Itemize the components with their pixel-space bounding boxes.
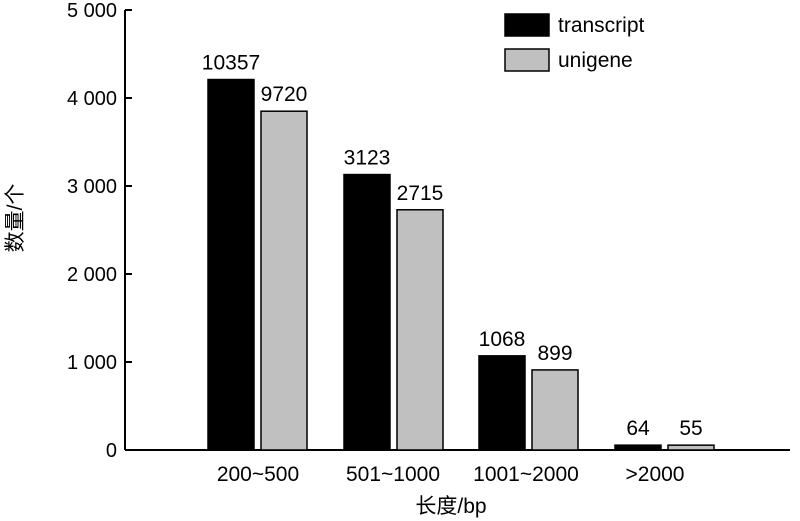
data-label-unigene: 9720 (261, 83, 308, 106)
bar-unigene (260, 110, 308, 451)
bars: 10357 3123 1068 64 9720 2715 899 55 (202, 52, 715, 451)
data-label-transcript: 3123 (344, 147, 391, 170)
legend-label-transcript: transcript (558, 14, 645, 37)
legend-swatch-unigene (504, 48, 550, 72)
data-label-unigene: 55 (679, 417, 702, 440)
data-label-transcript: 1068 (479, 328, 526, 351)
y-axis: 0 1 000 2 000 3 000 4 000 5 000 (67, 0, 132, 462)
x-axis-title: 长度/bp (415, 495, 486, 518)
y-tick-label: 3 000 (67, 176, 117, 198)
y-tick-label: 1 000 (67, 352, 117, 374)
x-tick-label: 200~500 (217, 463, 299, 486)
legend-label-unigene: unigene (558, 49, 633, 72)
legend-swatch-transcript (504, 13, 550, 37)
bar-unigene (396, 209, 444, 451)
bar-unigene (531, 369, 579, 451)
data-label-transcript: 10357 (202, 52, 260, 75)
data-label-transcript: 64 (626, 417, 650, 440)
bar-transcript (478, 355, 526, 451)
bar-transcript (343, 173, 391, 451)
y-axis-title: 数量/个 (4, 184, 27, 253)
bar-transcript (614, 444, 662, 451)
bar-unigene (667, 444, 715, 451)
y-tick-label: 5 000 (67, 0, 117, 22)
x-tick-label: 1001~2000 (473, 463, 579, 486)
y-tick-label: 2 000 (67, 264, 117, 286)
bar-transcript (207, 78, 255, 451)
data-label-unigene: 899 (537, 342, 572, 365)
x-tick-label: 501~1000 (346, 463, 440, 486)
x-axis: 200~500 501~1000 1001~2000 >2000 (125, 449, 790, 486)
legend: transcript unigene (504, 13, 645, 72)
y-tick-label: 0 (106, 440, 117, 462)
x-tick-label: >2000 (626, 463, 685, 486)
data-label-unigene: 2715 (397, 182, 444, 205)
y-tick-label: 4 000 (67, 88, 117, 110)
